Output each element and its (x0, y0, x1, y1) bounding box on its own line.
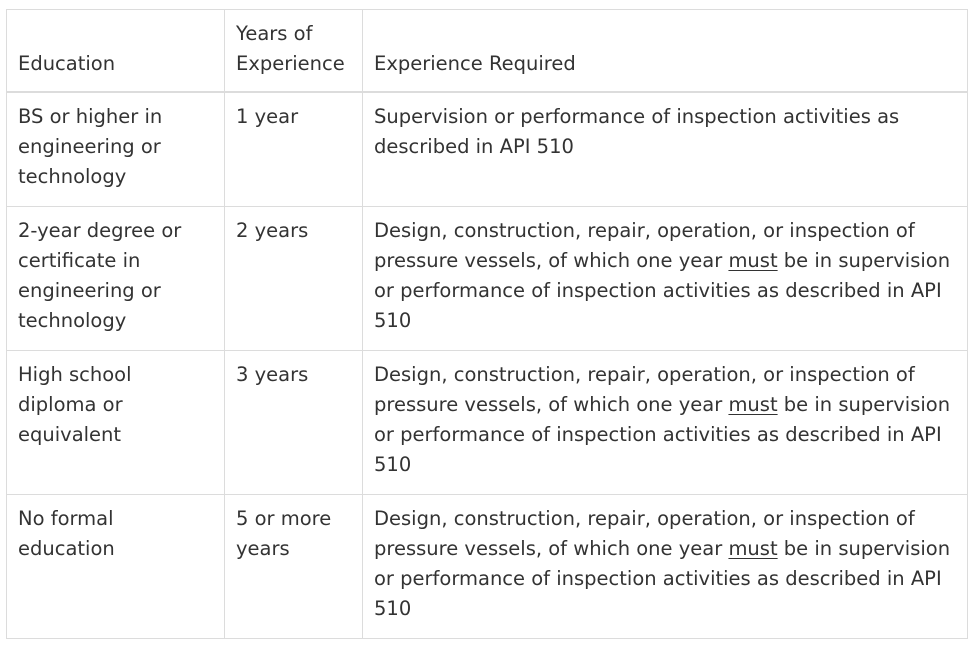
table-row: No formal education 5 or more years Desi… (6, 494, 968, 639)
required-text-after: be in supervision or performance of insp… (374, 393, 951, 476)
education-cell: BS or higher in engineering or technolog… (6, 91, 225, 207)
table-header-row: Education Years of Experience Experience… (6, 9, 968, 93)
must-emphasis: must (728, 249, 778, 272)
table-container: Education Years of Experience Experience… (6, 9, 968, 639)
required-text-before: Design, construction, repair, operation,… (374, 363, 915, 416)
years-cell: 1 year (224, 91, 363, 207)
experience-required-cell: Design, construction, repair, operation,… (362, 350, 968, 495)
required-text-after: be in supervision or performance of insp… (374, 537, 951, 620)
education-cell: 2-year degree or certificate in engineer… (6, 206, 225, 351)
table-row: 2-year degree or certificate in engineer… (6, 206, 968, 351)
table-row: High school diploma or equivalent 3 year… (6, 350, 968, 495)
must-emphasis: must (728, 537, 778, 560)
education-cell: High school diploma or equivalent (6, 350, 225, 495)
required-text-before: Design, construction, repair, operation,… (374, 507, 915, 560)
required-text-after: be in supervision or performance of insp… (374, 249, 951, 332)
years-cell: 2 years (224, 206, 363, 351)
table-row: BS or higher in engineering or technolog… (6, 91, 968, 207)
experience-required-cell: Design, construction, repair, operation,… (362, 206, 968, 351)
experience-required-cell: Design, construction, repair, operation,… (362, 494, 968, 639)
header-experience-required: Experience Required (362, 9, 968, 93)
education-cell: No formal education (6, 494, 225, 639)
header-education: Education (6, 9, 225, 93)
experience-requirements-table: Education Years of Experience Experience… (6, 9, 968, 639)
experience-required-cell: Supervision or performance of inspection… (362, 91, 968, 207)
header-years-of-experience: Years of Experience (224, 9, 363, 93)
years-cell: 5 or more years (224, 494, 363, 639)
years-cell: 3 years (224, 350, 363, 495)
required-text-before: Design, construction, repair, operation,… (374, 219, 915, 272)
must-emphasis: must (728, 393, 778, 416)
